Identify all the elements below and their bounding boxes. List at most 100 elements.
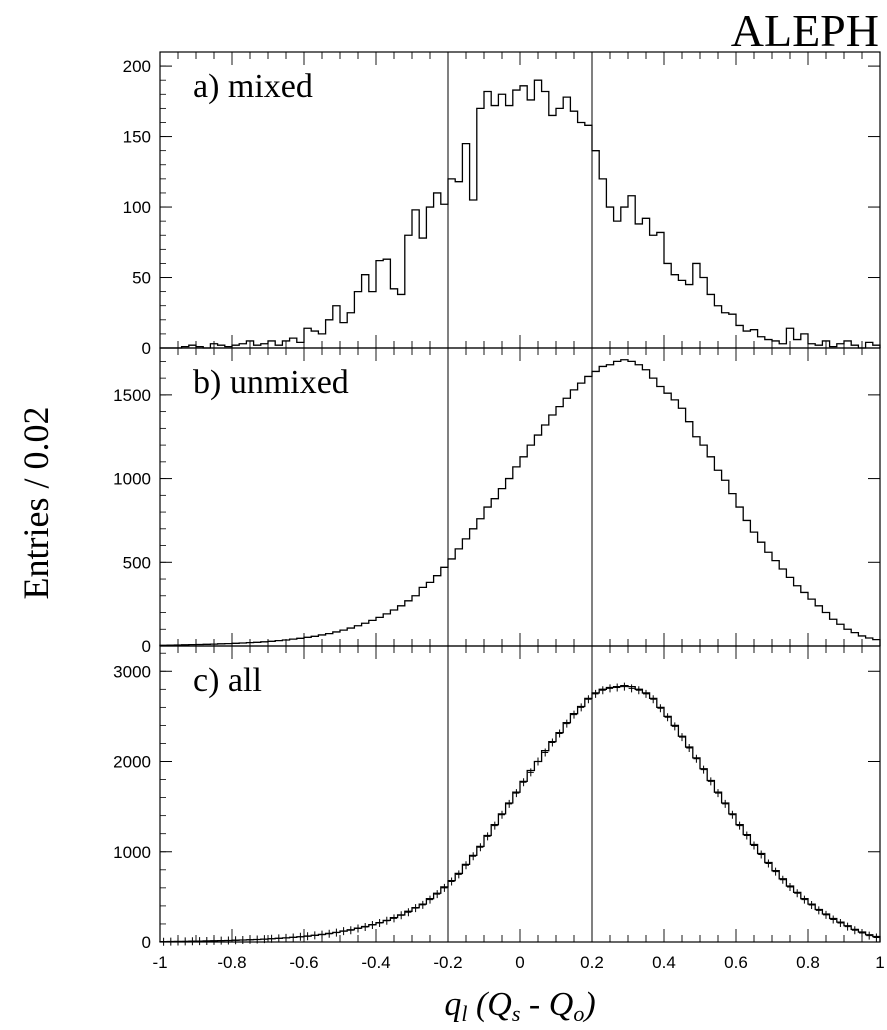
data-point: [383, 916, 390, 925]
panel-frame: [159, 645, 881, 943]
data-point: [837, 919, 844, 928]
data-point: [427, 895, 433, 904]
y-tick-label: 0: [142, 637, 151, 656]
data-point: [592, 689, 599, 698]
y-tick-label: 2000: [113, 753, 151, 772]
y-tick-label: 50: [132, 269, 151, 288]
data-point: [211, 936, 217, 945]
y-tick-label: 3000: [113, 662, 151, 681]
data-point: [758, 850, 765, 859]
data-point: [736, 821, 743, 830]
panel-label-1: a) mixed: [193, 68, 313, 105]
data-point: [765, 859, 772, 868]
data-point: [355, 924, 361, 933]
data-point: [304, 932, 311, 941]
histogram-1: [160, 79, 881, 349]
data-point: [779, 875, 786, 884]
panel-label-3: c) all: [193, 662, 262, 699]
data-point: [175, 937, 181, 946]
data-point: [621, 682, 628, 691]
data-point: [182, 937, 189, 946]
data-point: [844, 922, 851, 931]
data-point: [434, 890, 441, 899]
panel-label-2: b) unmixed: [193, 364, 349, 401]
data-point: [189, 937, 196, 946]
data-point: [650, 695, 657, 704]
data-point: [808, 901, 815, 909]
data-point: [556, 729, 563, 738]
data-point: [333, 928, 340, 937]
x-tick-label: -1: [152, 953, 167, 972]
data-point: [347, 926, 354, 935]
data-point: [599, 686, 606, 695]
data-point: [268, 934, 275, 943]
data-point: [859, 928, 865, 937]
histogram-3: [159, 685, 881, 943]
data-point: [463, 861, 469, 870]
data-point: [448, 877, 455, 886]
data-point: [700, 765, 707, 774]
x-tick-label: 0: [515, 953, 524, 972]
data-point: [657, 704, 664, 713]
data-point: [203, 937, 210, 946]
x-tick-label: 0.4: [652, 953, 676, 972]
data-point: [715, 789, 721, 798]
data-point: [866, 931, 873, 940]
data-point: [686, 743, 693, 752]
x-tick-label: 1: [875, 953, 884, 972]
data-point: [542, 748, 549, 757]
data-point: [491, 821, 498, 830]
x-tick-label: -0.6: [289, 953, 318, 972]
y-tick-label: 150: [123, 128, 151, 147]
data-point: [340, 927, 347, 936]
y-axis-label: Entries / 0.02: [16, 407, 56, 600]
x-tick-label: 0.2: [580, 953, 604, 972]
data-point: [470, 852, 477, 861]
data-point: [693, 754, 700, 763]
x-tick-label: -0.4: [361, 953, 390, 972]
data-point: [275, 934, 282, 943]
y-tick-label: 200: [123, 57, 151, 76]
x-axis-label: ql (Qs - Qo): [444, 986, 595, 1026]
data-point: [261, 935, 268, 944]
data-point: [772, 867, 779, 876]
data-point: [398, 911, 405, 920]
data-point: [412, 904, 419, 913]
data-point: [794, 889, 801, 898]
data-point: [283, 933, 289, 942]
data-point: [419, 900, 426, 909]
y-tick-label: 0: [142, 339, 151, 358]
data-point: [247, 935, 253, 944]
data-point: [664, 713, 671, 722]
y-tick-label: 100: [123, 198, 151, 217]
x-tick-label: -0.8: [217, 953, 246, 972]
data-point: [513, 789, 520, 798]
data-point: [376, 919, 383, 928]
y-tick-label: 0: [142, 933, 151, 952]
data-point: [239, 936, 246, 945]
data-point: [671, 722, 678, 731]
data-point: [635, 686, 642, 695]
data-point: [815, 906, 822, 915]
data-point: [787, 882, 793, 891]
data-point: [830, 915, 837, 924]
data-point: [801, 895, 808, 904]
data-point: [225, 936, 232, 945]
data-point: [297, 932, 304, 941]
y-tick-label: 500: [123, 553, 151, 572]
data-point: [311, 931, 318, 940]
data-point: [873, 933, 880, 942]
data-point: [729, 810, 736, 819]
data-point: [506, 799, 513, 808]
data-point: [571, 710, 577, 719]
data-point: [527, 768, 534, 777]
x-tick-label: -0.2: [433, 953, 462, 972]
data-point: [218, 936, 225, 945]
data-point: [585, 695, 592, 704]
data-point: [614, 683, 621, 692]
data-point: [362, 923, 369, 932]
data-point: [232, 936, 239, 945]
data-point: [499, 810, 505, 819]
